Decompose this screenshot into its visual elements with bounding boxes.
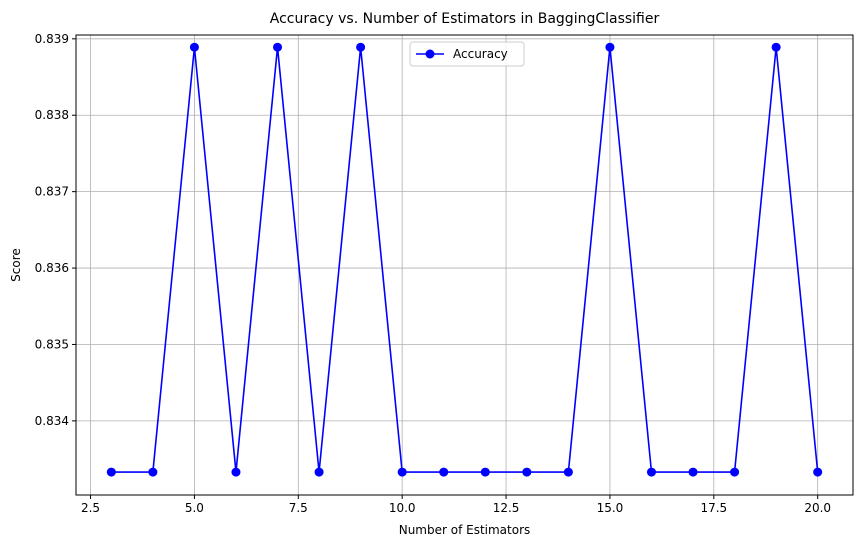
data-point bbox=[480, 467, 490, 477]
x-tick-label: 17.5 bbox=[700, 501, 727, 515]
x-tick-label: 20.0 bbox=[804, 501, 831, 515]
data-point bbox=[189, 42, 199, 52]
y-axis-ticks: 0.834 0.835 0.836 0.837 0.838 0.839 bbox=[35, 32, 76, 428]
data-point bbox=[439, 467, 449, 477]
data-point bbox=[522, 467, 532, 477]
y-tick-label: 0.835 bbox=[35, 337, 69, 351]
x-tick-label: 10.0 bbox=[389, 501, 416, 515]
data-point bbox=[273, 42, 283, 52]
legend-box bbox=[409, 41, 525, 67]
data-point bbox=[646, 467, 656, 477]
series-line bbox=[111, 46, 819, 473]
series-layer bbox=[106, 42, 823, 477]
legend: Accuracy bbox=[409, 41, 525, 67]
data-point bbox=[605, 42, 615, 52]
data-point bbox=[356, 42, 366, 52]
y-tick-label: 0.836 bbox=[35, 261, 69, 275]
y-tick-label: 0.839 bbox=[35, 32, 69, 46]
data-point bbox=[106, 467, 116, 477]
data-point bbox=[771, 42, 781, 52]
data-point bbox=[813, 467, 823, 477]
chart-title: Accuracy vs. Number of Estimators in Bag… bbox=[270, 11, 660, 27]
plot-frame bbox=[75, 34, 854, 496]
x-tick-label: 12.5 bbox=[493, 501, 520, 515]
x-axis-label: Number of Estimators bbox=[399, 523, 531, 537]
legend-label: Accuracy bbox=[453, 47, 508, 61]
y-axis-label: Score bbox=[9, 248, 23, 282]
data-point bbox=[563, 467, 573, 477]
data-point bbox=[148, 467, 158, 477]
x-tick-label: 15.0 bbox=[597, 501, 624, 515]
y-tick-label: 0.834 bbox=[35, 414, 69, 428]
x-tick-label: 7.5 bbox=[289, 501, 308, 515]
data-point bbox=[688, 467, 698, 477]
x-tick-label: 5.0 bbox=[185, 501, 204, 515]
y-tick-label: 0.838 bbox=[35, 108, 69, 122]
y-tick-label: 0.837 bbox=[35, 185, 69, 199]
data-point bbox=[231, 467, 241, 477]
grid bbox=[76, 35, 853, 495]
data-point bbox=[314, 467, 324, 477]
x-axis-ticks: 2.5 5.0 7.5 10.0 12.5 15.0 17.5 20.0 bbox=[81, 495, 831, 515]
x-tick-label: 2.5 bbox=[81, 501, 100, 515]
data-point bbox=[397, 467, 407, 477]
legend-marker-swatch bbox=[425, 49, 435, 59]
data-point bbox=[730, 467, 740, 477]
